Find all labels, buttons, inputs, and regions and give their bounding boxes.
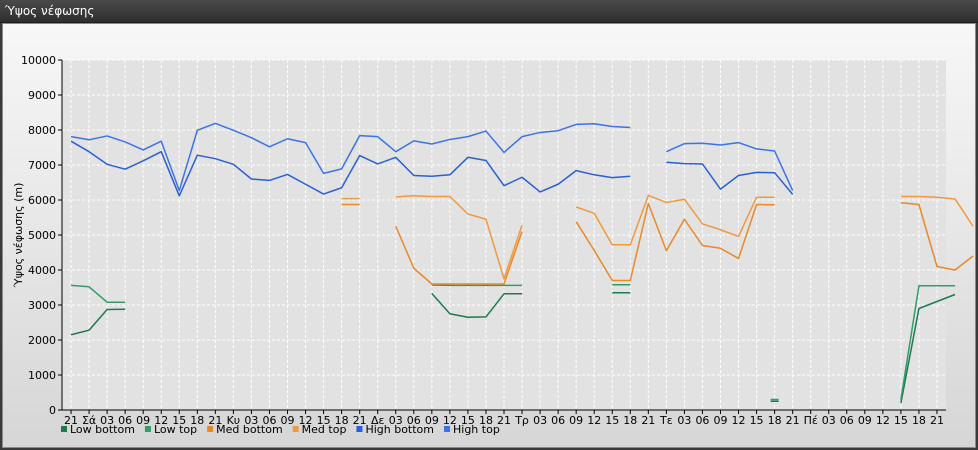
x-tick-label: 15: [461, 414, 475, 427]
series-line-low-top: [70, 284, 126, 303]
series-line-med-bottom: [395, 225, 523, 285]
window-title: Ύψος νέφωσης: [5, 4, 95, 18]
legend-entry: High top: [453, 423, 500, 436]
x-tick-label: 18: [912, 414, 926, 427]
series-line-high-top: [666, 141, 794, 191]
x-tick-label: 15: [605, 414, 619, 427]
legend-entry: High bottom: [365, 423, 434, 436]
legend-entry: Low top: [154, 423, 197, 436]
x-tick-label: Πέ: [804, 414, 818, 427]
x-tick-label: Κυ: [227, 414, 241, 427]
x-tick-label: 09: [569, 414, 583, 427]
x-tick-label: 03: [389, 414, 403, 427]
x-tick-label: 15: [750, 414, 764, 427]
x-tick-label: 06: [695, 414, 709, 427]
x-tick-label: 18: [190, 414, 204, 427]
series-line-med-top: [900, 195, 974, 227]
x-tick-label: 12: [299, 414, 313, 427]
series-line-low-top: [900, 285, 956, 400]
legend-swatch: [444, 426, 450, 432]
x-tick-label: 12: [154, 414, 168, 427]
x-tick-label: 18: [768, 414, 782, 427]
x-tick-label: 06: [262, 414, 276, 427]
x-tick-label: 06: [840, 414, 854, 427]
series-line-high-top: [70, 122, 631, 192]
x-tick-label: 03: [100, 414, 114, 427]
x-tick-label: 09: [858, 414, 872, 427]
x-tick-label: 15: [172, 414, 186, 427]
y-tick-label: 7000: [28, 159, 56, 172]
x-tick-label: 12: [587, 414, 601, 427]
legend-swatch: [144, 426, 151, 432]
legend-swatch: [356, 426, 363, 432]
series-line-low-bottom: [431, 292, 523, 318]
x-tick-label: 15: [894, 414, 908, 427]
series-line-med-top: [575, 194, 775, 246]
x-tick-label: 21: [497, 414, 511, 427]
x-tick-label: 09: [425, 414, 439, 427]
x-tick-label: 06: [551, 414, 565, 427]
x-tick-label: Δε: [371, 414, 385, 427]
x-tick-label: 18: [479, 414, 493, 427]
legend-swatch: [61, 426, 67, 432]
y-tick-label: 0: [49, 404, 56, 417]
x-tick-label: 21: [208, 414, 222, 427]
y-tick-label: 1000: [28, 369, 56, 382]
x-tick-label: 15: [317, 414, 331, 427]
y-tick-label: 8000: [28, 124, 56, 137]
x-tick-label: 21: [353, 414, 367, 427]
y-tick-label: 2000: [28, 334, 56, 347]
x-tick-label: 12: [732, 414, 746, 427]
x-tick-label: 03: [533, 414, 547, 427]
x-tick-label: Τε: [659, 414, 673, 427]
series-line-med-bottom: [900, 202, 974, 271]
x-tick-label: 21: [641, 414, 655, 427]
x-tick-label: 03: [244, 414, 258, 427]
y-tick-label: 5000: [28, 229, 56, 242]
x-tick-label: 03: [822, 414, 836, 427]
x-tick-label: 09: [713, 414, 727, 427]
title-bar: Ύψος νέφωσης: [0, 0, 978, 23]
x-tick-label: 18: [335, 414, 349, 427]
legend-entry: Med top: [302, 423, 347, 436]
x-tick-label: 03: [677, 414, 691, 427]
x-tick-label: 09: [281, 414, 295, 427]
series-line-med-top: [395, 195, 523, 280]
y-tick-label: 4000: [28, 264, 56, 277]
x-tick-label: 18: [623, 414, 637, 427]
cloud-height-chart: 0 1000 2000 3000 4000 5000 6000 7000 8000 9000 100…: [12, 54, 974, 436]
legend-entry: Med bottom: [216, 423, 283, 436]
x-tick-label: 21: [64, 414, 78, 427]
series-line-med-bottom: [575, 202, 775, 282]
x-tick-label: Τρ: [514, 414, 529, 427]
x-tick-label: 06: [407, 414, 421, 427]
x-tick-label: 12: [443, 414, 457, 427]
x-tick-label: Σά: [82, 414, 96, 427]
series-line-high-bottom: [70, 140, 631, 197]
y-axis-label: Ύψος νέφωσης (m): [12, 183, 25, 289]
x-tick-label: 21: [786, 414, 800, 427]
x-tick-label: 09: [136, 414, 150, 427]
y-tick-label: 6000: [28, 194, 56, 207]
legend-swatch: [292, 426, 299, 432]
series-line-high-bottom: [666, 161, 794, 195]
y-tick-label: 3000: [28, 299, 56, 312]
y-tick-label: 9000: [28, 89, 56, 102]
y-tick-label: 10000: [21, 54, 56, 67]
series-line-low-bottom: [70, 308, 126, 336]
x-tick-label: 06: [118, 414, 132, 427]
series-line-low-bottom: [900, 293, 956, 404]
x-tick-label: 12: [876, 414, 890, 427]
legend-entry: Low bottom: [70, 423, 135, 436]
chart-panel: 0 1000 2000 3000 4000 5000 6000 7000 8000 9000 100…: [2, 23, 976, 448]
legend-swatch: [207, 426, 214, 432]
x-tick-label: 21: [930, 414, 944, 427]
